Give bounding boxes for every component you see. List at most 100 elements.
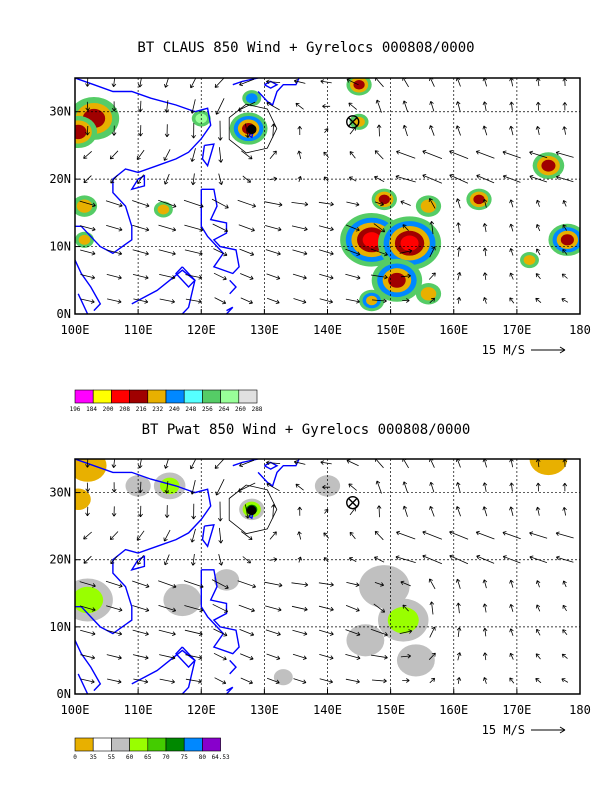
pwat-coastline-6 <box>175 646 196 669</box>
claus-lon-tick-label: 140E <box>313 323 342 337</box>
wind-arrow <box>535 628 541 636</box>
claus-lon-tick-label: 150E <box>376 323 405 337</box>
pwat-field-1-0 <box>75 488 91 511</box>
claus-legend-swatch <box>202 389 221 404</box>
wind-arrow <box>562 507 567 516</box>
wind-arrow <box>374 175 385 183</box>
wind-arrow <box>269 557 278 562</box>
claus-legend-label: 196 <box>70 406 81 413</box>
wind-arrow <box>502 531 521 540</box>
claus-cyclone-gyre-outline <box>228 103 278 154</box>
claus-coastline-11 <box>248 131 255 139</box>
wind-arrow <box>483 297 488 304</box>
wind-arrow <box>111 78 117 88</box>
wind-arrow <box>83 151 92 159</box>
wind-arrow <box>318 201 334 207</box>
wind-arrow <box>476 174 495 184</box>
wind-arrow <box>509 628 514 636</box>
wind-arrow <box>348 557 357 562</box>
wind-arrow <box>80 678 95 684</box>
wind-arrow <box>456 627 462 638</box>
claus-wind-vectors <box>79 78 574 305</box>
wind-arrow <box>456 222 461 233</box>
wind-arrow <box>185 274 203 280</box>
wind-arrow <box>190 528 196 543</box>
wind-arrow <box>110 555 118 565</box>
wind-arrow <box>218 553 224 566</box>
wind-arrow <box>79 581 96 588</box>
wind-arrow <box>242 556 251 564</box>
pwat-gyre-marker-cross <box>348 498 358 508</box>
wind-arrow <box>213 248 228 257</box>
pwat-field-6-0 <box>163 583 202 617</box>
wind-arrow <box>323 532 329 539</box>
claus-legend-label: 264 <box>218 406 229 413</box>
claus-cyclone-icon: ● <box>247 119 257 138</box>
wind-arrow <box>213 628 228 637</box>
pwat-field-5-1 <box>75 586 104 614</box>
wind-arrow <box>402 224 409 231</box>
wind-arrow <box>562 482 568 492</box>
wind-arrow <box>111 101 117 112</box>
wind-arrow <box>370 248 388 257</box>
wind-arrow <box>456 246 462 257</box>
wind-arrow <box>158 224 177 232</box>
pwat-field-14-0 <box>273 669 293 686</box>
wind-arrow <box>370 274 388 280</box>
wind-arrow <box>428 578 436 590</box>
wind-arrow <box>529 174 548 183</box>
pwat-lat-tick-label: 20N <box>49 553 71 567</box>
pwat-field-11-1 <box>387 606 419 634</box>
wind-arrow <box>374 582 385 587</box>
wind-arrow <box>239 629 255 637</box>
wind-arrow <box>291 605 308 612</box>
claus-legend-swatch <box>74 389 94 404</box>
wind-arrow <box>400 580 411 587</box>
wind-arrow <box>482 247 488 257</box>
pwat-gyre-marker-icon <box>346 495 360 510</box>
wind-arrow <box>85 482 91 492</box>
claus-field-17-1 <box>78 234 91 245</box>
wind-arrow <box>293 460 306 465</box>
pwat-field-9-0 <box>314 475 341 497</box>
pwat-coastline-4 <box>201 523 215 548</box>
wind-arrow <box>555 555 574 563</box>
wind-arrow <box>429 246 436 258</box>
wind-arrow <box>399 629 413 634</box>
wind-arrow <box>555 175 574 183</box>
wind-arrow <box>535 506 541 516</box>
wind-arrow <box>509 652 514 660</box>
wind-arrow <box>159 654 176 660</box>
pwat-coastline-11 <box>248 511 255 520</box>
wind-arrow <box>509 482 514 492</box>
wind-arrow <box>456 272 462 281</box>
wind-arrow <box>509 199 514 208</box>
claus-panel-title: BT CLAUS 850 Wind + Gyrelocs 000808/0000 <box>137 40 475 56</box>
wind-arrow <box>322 103 331 109</box>
wind-arrow <box>106 225 123 232</box>
wind-arrow <box>138 125 143 137</box>
pwat-legend-swatch <box>129 737 149 752</box>
wind-arrow <box>373 603 386 613</box>
wind-arrow <box>323 176 329 182</box>
wind-arrow <box>297 556 302 563</box>
wind-arrow <box>83 531 92 540</box>
wind-arrow <box>396 530 416 540</box>
wind-arrow <box>191 503 196 520</box>
pwat-lat-tick-label: 10N <box>49 620 71 634</box>
wind-arrow <box>324 508 329 514</box>
wind-arrow <box>266 79 281 85</box>
claus-field-5-4 <box>362 232 381 248</box>
wind-arrow <box>190 148 196 162</box>
wind-arrow <box>184 249 203 256</box>
wind-arrow <box>482 198 488 208</box>
wind-arrow <box>509 248 514 256</box>
wind-arrow <box>428 652 436 660</box>
claus-legend-label: 200 <box>103 406 114 413</box>
wind-arrow <box>455 125 461 136</box>
wind-arrow <box>79 605 96 612</box>
wind-arrow <box>240 677 253 685</box>
wind-arrow <box>555 150 574 158</box>
wind-arrow <box>429 481 435 493</box>
wind-arrow <box>535 653 541 660</box>
